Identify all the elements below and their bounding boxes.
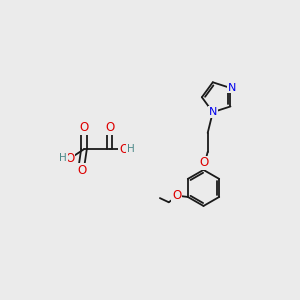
Text: O: O	[80, 122, 88, 134]
Text: N: N	[228, 82, 236, 92]
Text: O: O	[77, 164, 86, 177]
Text: O: O	[65, 152, 74, 165]
Text: O: O	[199, 157, 208, 169]
Text: O: O	[172, 189, 182, 202]
Text: H: H	[59, 153, 67, 163]
Text: H: H	[127, 144, 134, 154]
Text: N: N	[208, 107, 217, 117]
Text: O: O	[119, 143, 129, 156]
Text: O: O	[105, 122, 114, 134]
